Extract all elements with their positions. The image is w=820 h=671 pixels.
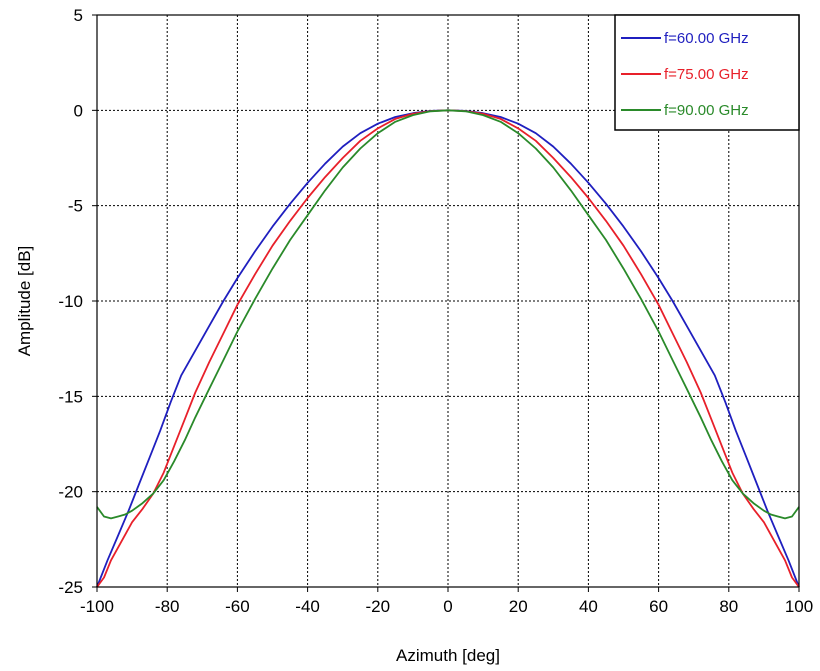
x-tick-label: -60 — [225, 597, 250, 616]
y-axis-title: Amplitude [dB] — [15, 246, 34, 357]
x-tick-label: -40 — [295, 597, 320, 616]
x-tick-label: 0 — [443, 597, 452, 616]
x-tick-label: 20 — [509, 597, 528, 616]
y-tick-label: -15 — [58, 387, 83, 406]
x-tick-label: 40 — [579, 597, 598, 616]
legend-label: f=75.00 GHz — [664, 66, 749, 83]
y-tick-label: -10 — [58, 292, 83, 311]
y-tick-label: -20 — [58, 483, 83, 502]
x-tick-label: -20 — [366, 597, 391, 616]
series-lines — [96, 109, 800, 588]
x-tick-label: 80 — [719, 597, 738, 616]
series-line-3 — [96, 109, 800, 520]
x-tick-label: 60 — [649, 597, 668, 616]
y-tick-label: 5 — [74, 6, 83, 25]
legend-label: f=60.00 GHz — [664, 30, 749, 47]
grid-lines — [97, 15, 799, 587]
x-tick-label: -80 — [155, 597, 180, 616]
x-axis-ticks: -100 -80 -60 -40 -20 0 20 40 60 80 100 — [80, 587, 813, 616]
y-tick-label: -25 — [58, 578, 83, 597]
legend: f=60.00 GHz f=75.00 GHz f=90.00 GHz — [614, 14, 800, 131]
y-tick-label: -5 — [68, 197, 83, 216]
legend-label: f=90.00 GHz — [664, 102, 749, 119]
x-tick-label: 100 — [785, 597, 813, 616]
y-axis-ticks: 5 0 -5 -10 -15 -20 -25 — [58, 6, 97, 597]
x-axis-title: Azimuth [deg] — [396, 646, 500, 665]
y-tick-label: 0 — [74, 101, 83, 120]
x-tick-label: -100 — [80, 597, 114, 616]
